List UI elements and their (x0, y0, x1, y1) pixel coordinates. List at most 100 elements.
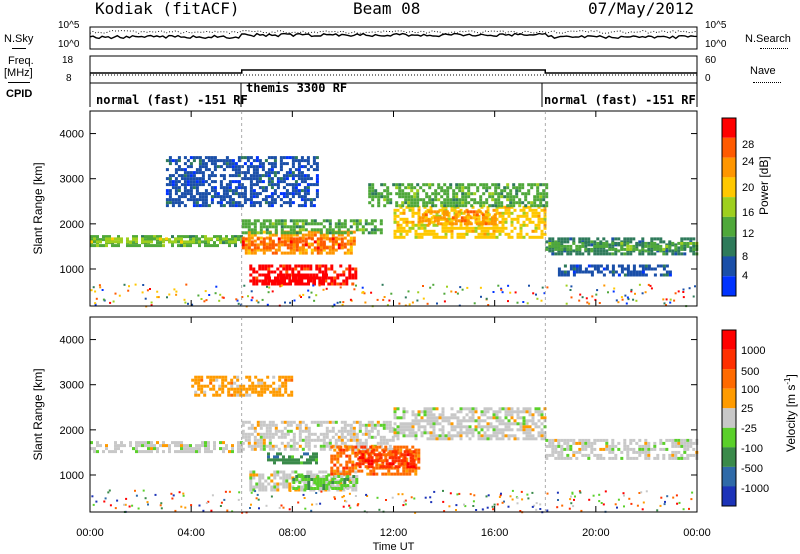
data-cell (683, 456, 687, 460)
data-cell (325, 219, 329, 223)
data-cell (162, 444, 165, 448)
data-cell (647, 252, 651, 256)
data-cell (269, 384, 273, 388)
data-cell (300, 488, 304, 492)
data-cell (339, 445, 343, 449)
noise-cell (645, 490, 648, 493)
data-cell (491, 183, 495, 187)
data-cell (303, 180, 307, 184)
noise-cell (241, 296, 244, 298)
data-cell (249, 195, 253, 199)
data-cell (486, 428, 490, 432)
data-cell (231, 192, 235, 196)
noise-cell (255, 497, 258, 500)
data-cell (280, 225, 284, 229)
data-cell (316, 487, 320, 490)
data-cell (519, 214, 523, 218)
data-cell (255, 171, 259, 175)
data-cell (519, 428, 523, 432)
data-cell (608, 252, 612, 256)
data-cell (486, 235, 490, 239)
data-cell (284, 387, 288, 391)
data-cell (334, 240, 338, 244)
data-cell (312, 455, 315, 459)
data-cell (210, 171, 214, 175)
data-cell (441, 437, 445, 441)
data-cell (177, 180, 181, 184)
data-cell (304, 248, 308, 252)
data-cell (465, 434, 469, 438)
data-cell (259, 248, 263, 252)
data-cell (426, 232, 430, 236)
data-cell (297, 204, 301, 208)
data-cell (375, 448, 379, 452)
data-cell (388, 462, 392, 466)
data-cell (599, 456, 603, 460)
data-cell (504, 217, 508, 221)
data-cell (450, 413, 454, 417)
noise-cell (511, 489, 514, 492)
data-cell (325, 435, 329, 439)
data-cell (370, 462, 374, 466)
data-cell (462, 232, 466, 236)
data-cell (406, 462, 410, 466)
noise-cell (402, 504, 405, 507)
data-cell (395, 183, 399, 187)
data-cell (273, 488, 277, 492)
data-cell (683, 252, 687, 256)
data-cell (262, 251, 266, 255)
data-cell (174, 171, 178, 175)
data-cell (501, 220, 505, 224)
data-cell (265, 423, 269, 427)
data-cell (473, 198, 477, 202)
data-cell (494, 192, 498, 196)
data-cell (283, 231, 287, 235)
data-cell (258, 165, 262, 169)
data-cell (258, 159, 262, 163)
data-cell (435, 232, 439, 236)
noise-cell (535, 508, 538, 511)
data-cell (248, 378, 252, 382)
data-cell (174, 162, 178, 166)
data-cell (450, 425, 454, 429)
data-cell (345, 460, 349, 464)
data-cell (503, 189, 507, 193)
data-cell (411, 208, 415, 212)
data-cell (135, 244, 138, 248)
data-cell (258, 201, 262, 205)
data-cell (519, 425, 523, 429)
data-cell (271, 447, 275, 451)
data-cell (473, 201, 477, 205)
data-cell (364, 423, 368, 427)
data-cell (328, 237, 332, 241)
data-cell (516, 235, 520, 239)
data-cell (522, 223, 526, 227)
data-cell (295, 282, 298, 286)
data-cell (298, 444, 302, 448)
vel-tick-1000: 1000 (741, 345, 766, 357)
data-cell (680, 237, 684, 241)
data-cell (285, 192, 289, 196)
data-cell (183, 444, 186, 448)
data-cell (479, 198, 483, 202)
data-cell (371, 186, 375, 190)
data-cell (417, 413, 421, 417)
data-cell (380, 183, 384, 187)
data-cell (469, 222, 473, 226)
data-cell (449, 183, 453, 187)
data-cell (234, 189, 238, 193)
data-cell (404, 201, 408, 205)
noise-cell (570, 285, 573, 288)
data-cell (268, 432, 272, 436)
data-cell (263, 390, 267, 394)
data-cell (195, 238, 198, 242)
data-cell (686, 241, 690, 245)
data-cell (281, 375, 285, 379)
data-cell (379, 453, 383, 457)
data-cell (303, 267, 307, 271)
data-cell (590, 447, 594, 451)
noise-cell (594, 298, 597, 301)
data-cell (183, 235, 186, 239)
data-cell (396, 407, 400, 411)
data-cell (471, 428, 475, 432)
